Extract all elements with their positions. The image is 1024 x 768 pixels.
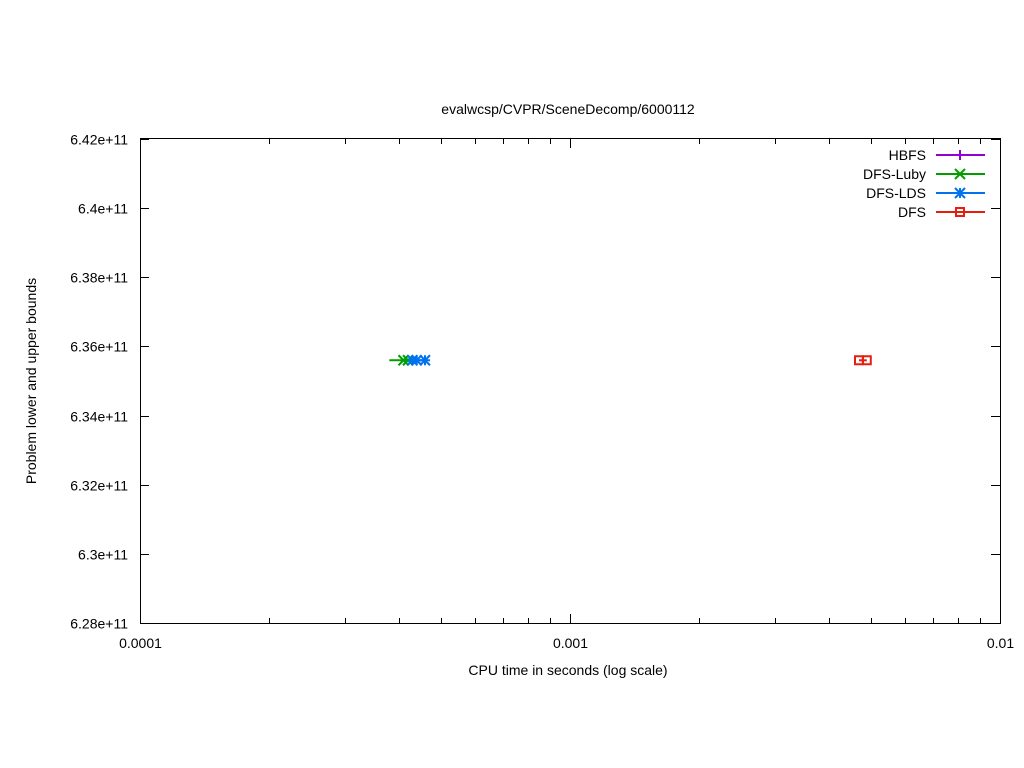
- x-tick-label: 0.01: [987, 635, 1014, 651]
- marker-stroke: [955, 207, 965, 217]
- x-axis-ticks: 0.0001 0.001 0.01: [119, 139, 1014, 651]
- y-tick-label: 6.36e+11: [70, 339, 128, 355]
- y-axis-ticks: 6.28e+11 6.3e+11 6.32e+11 6.34e+11 6.36e+11 6…: [70, 132, 1000, 632]
- x-tick-label: 0.0001: [119, 635, 162, 651]
- x-tick-label: 0.001: [553, 635, 588, 651]
- legend-marker-hbfs: [955, 150, 965, 160]
- x-axis-label: CPU time in seconds (log scale): [468, 662, 667, 678]
- y-tick-label: 6.3e+11: [78, 547, 128, 563]
- plot-frame: [140, 138, 1001, 624]
- data-point-dfs-lds: [419, 354, 431, 366]
- legend-label-dfs: DFS: [898, 204, 926, 220]
- legend: HBFS DFS-Luby DFS-LDS DFS: [863, 147, 985, 220]
- y-tick-label: 6.28e+11: [70, 616, 128, 632]
- legend-marker-dfs-lds: [954, 187, 966, 199]
- chart-title: evalwcsp/CVPR/SceneDecomp/6000112: [441, 101, 695, 117]
- legend-marker-dfs-luby: [954, 168, 966, 180]
- y-tick-label: 6.38e+11: [70, 270, 128, 286]
- legend-label-dfs-lds: DFS-LDS: [866, 185, 926, 201]
- legend-label-hbfs: HBFS: [889, 147, 926, 163]
- data-point-dfs-luby: [397, 354, 410, 366]
- legend-marker-dfs: [955, 207, 965, 217]
- marker-stroke: [410, 354, 423, 366]
- y-tick-label: 6.32e+11: [70, 478, 128, 494]
- series-dfs-lds: [406, 354, 431, 366]
- series-layer: [389, 354, 872, 366]
- marker-stroke: [397, 354, 410, 366]
- y-axis-label: Problem lower and upper bounds: [23, 278, 39, 484]
- data-point-dfs: [861, 355, 872, 366]
- marker-stroke: [954, 168, 966, 180]
- y-tick-label: 6.42e+11: [70, 132, 128, 148]
- marker-stroke: [419, 354, 431, 366]
- y-tick-label: 6.4e+11: [78, 201, 128, 217]
- y-tick-label: 6.34e+11: [70, 409, 128, 425]
- marker-stroke: [954, 187, 966, 199]
- marker-stroke: [861, 355, 872, 366]
- series-dfs: [854, 355, 872, 366]
- legend-label-dfs-luby: DFS-Luby: [863, 166, 926, 182]
